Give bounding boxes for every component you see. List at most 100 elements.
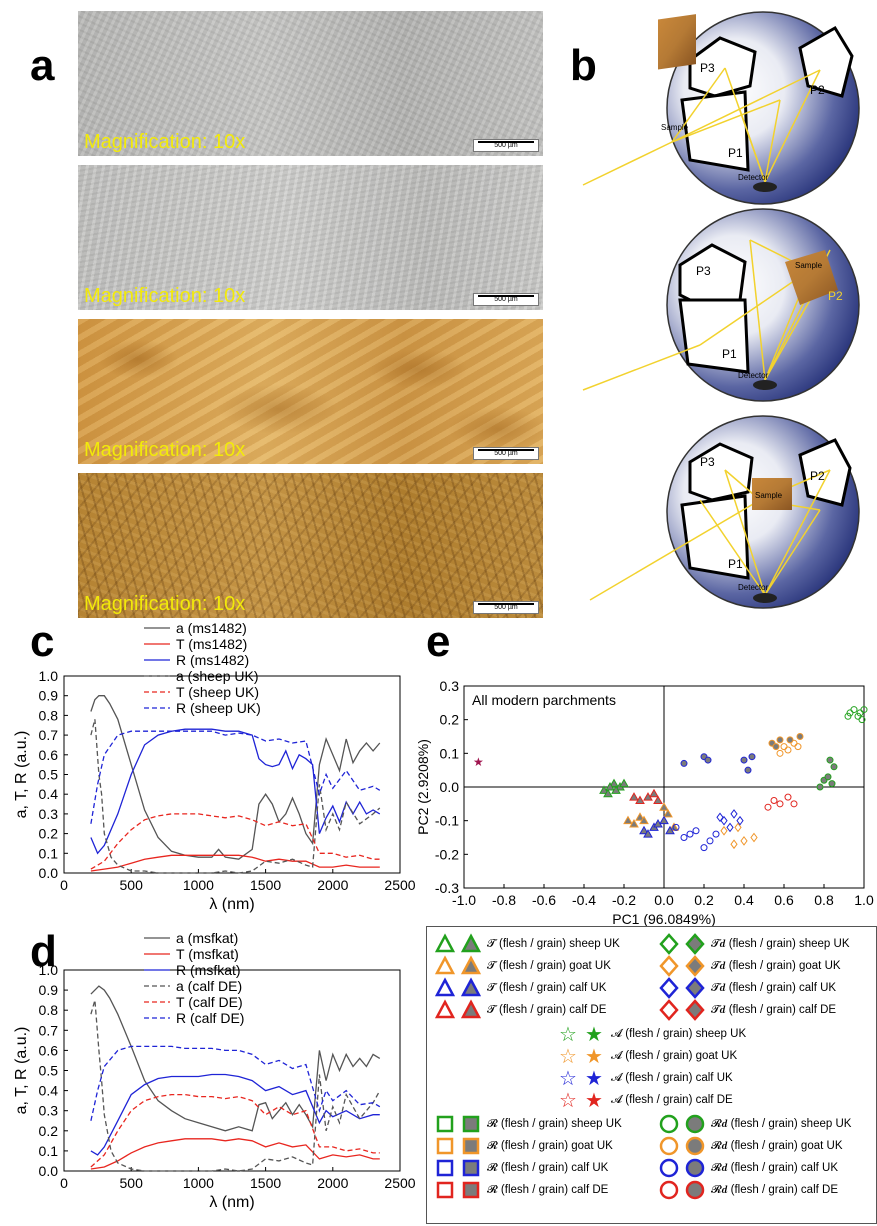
legend-label: 𝓡𝒅 (flesh / grain) sheep UK: [711, 1117, 852, 1130]
svg-text:★: ★: [585, 1024, 603, 1046]
x-tick-label: 2500: [384, 877, 415, 893]
legend-item: ☆ ★ 𝓐 (flesh / grain) calf UK: [559, 1067, 733, 1090]
x-tick-label: 1000: [183, 877, 214, 893]
scatter-point: [740, 756, 748, 764]
square-filled-icon: [461, 1158, 481, 1178]
sample-patch: [785, 250, 838, 305]
legend-label: R (calf DE): [176, 1010, 244, 1026]
legend-label: R (sheep UK): [176, 700, 261, 716]
scatter-point: [659, 802, 669, 811]
scatter-point: [764, 803, 772, 811]
scatter-point: [605, 781, 615, 791]
label-p2: P2: [828, 289, 843, 303]
legend-item: ☆ ★ 𝓐 (flesh / grain) sheep UK: [559, 1023, 747, 1046]
scatter-point: [858, 716, 866, 724]
legend-item: 𝓡𝒅 (flesh / grain) sheep UK: [659, 1113, 851, 1135]
scatter-point: [776, 749, 784, 757]
scatter-point: [700, 844, 708, 852]
scatter-point: [629, 792, 639, 801]
port-p3: [688, 442, 754, 502]
y-tick-label: 0.2: [39, 1123, 59, 1139]
svg-text:☆: ☆: [559, 1024, 577, 1046]
legend-label: 𝓣𝒅 (flesh / grain) sheep UK: [711, 937, 850, 950]
label-sample: Sample: [795, 261, 823, 270]
diamond-filled-icon: [685, 977, 705, 999]
tri-outline-icon: [434, 933, 456, 954]
scatter-point: [784, 793, 792, 801]
y-axis-label: a, T, R (a.u.): [13, 1027, 30, 1115]
y-tick-label: 0.7: [39, 1022, 59, 1038]
panel-label-b: b: [570, 41, 597, 90]
magnification-caption: Magnification: 10x: [84, 593, 246, 615]
series-line: [90, 1045, 381, 1121]
legend-label: a (sheep UK): [176, 668, 258, 684]
diamond-filled-icon: [685, 999, 705, 1021]
x-axis-label: PC1 (96.0849%): [612, 911, 716, 927]
svg-text:☆: ☆: [559, 1046, 577, 1068]
series-line: [90, 985, 381, 1132]
pca-scatter-e: -0.3 -0.2 -0.1 0.0 0.1 0.2 0.3 -1.0 -0.8 -0.6 -0.4…: [415, 678, 874, 927]
legend-item: 𝓣𝒅 (flesh / grain) calf DE: [659, 999, 836, 1021]
y-tick-label: 1.0: [39, 668, 59, 684]
sample-patch: [658, 14, 696, 70]
square-filled-icon: [461, 1114, 481, 1134]
tri-filled-icon: [460, 977, 482, 998]
scatter-point: [663, 808, 673, 818]
y-tick-label: 0.6: [39, 1042, 59, 1058]
circle-filled-icon: [685, 1158, 705, 1178]
sphere-diagram-2: P3 P2 P1 Sample Detector: [582, 208, 860, 402]
diamond-outline-icon: [659, 955, 679, 977]
scatter-point: [736, 815, 744, 826]
legend-item: 𝓡𝒅 (flesh / grain) calf DE: [659, 1179, 838, 1201]
y-tick-label: 0.5: [39, 767, 59, 783]
scatter-point: [780, 743, 788, 751]
x-tick-label: 500: [120, 877, 144, 893]
series-line: [90, 1000, 381, 1172]
legend-item: ☆ ★ 𝓐 (flesh / grain) goat UK: [559, 1045, 737, 1068]
scatter-point: [609, 778, 619, 788]
legend-item: 𝓡 (flesh / grain) calf UK: [435, 1157, 608, 1179]
star-outline-icon: ☆: [559, 1068, 579, 1090]
series-line: [90, 1093, 380, 1168]
scatter-point: [828, 780, 836, 788]
legend-item: 𝓣𝒅 (flesh / grain) calf UK: [659, 977, 836, 999]
y-tick-label: 0.9: [39, 982, 59, 998]
sphere-diagram-3: P3 P2 P1 Sample Detector: [589, 415, 860, 609]
y-axis-label: a, T, R (a.u.): [13, 731, 30, 819]
x-tick-label: 2000: [317, 1175, 348, 1191]
legend-item: 𝓡 (flesh / grain) sheep UK: [435, 1113, 622, 1135]
scatter-point: [680, 759, 688, 767]
circle-outline-icon: [659, 1114, 679, 1134]
legend-label: 𝓐 (flesh / grain) calf DE: [611, 1093, 733, 1106]
series-line: [90, 813, 380, 870]
scatter-point: [653, 795, 663, 804]
scatter-point: [639, 825, 649, 835]
legend-label: 𝓐 (flesh / grain) sheep UK: [611, 1027, 747, 1040]
panel-label-e: e: [426, 617, 451, 666]
legend-label: T (calf DE): [176, 994, 243, 1010]
x-axis-label: λ (nm): [209, 896, 254, 913]
tri-filled-icon: [460, 933, 482, 954]
svg-text:☆: ☆: [559, 1090, 577, 1112]
series-line: [90, 695, 381, 860]
legend-label: 𝓡 (flesh / grain) goat UK: [487, 1139, 613, 1152]
square-outline-icon: [435, 1158, 455, 1178]
label-p3: P3: [700, 455, 715, 469]
x-tick-label: -0.6: [532, 892, 556, 908]
x-tick-label: 2500: [384, 1175, 415, 1191]
scatter-point: [740, 836, 748, 846]
legend-label: 𝓡 (flesh / grain) sheep UK: [487, 1117, 622, 1130]
label-p2: P2: [810, 83, 825, 97]
star-outline-icon: ☆: [559, 1046, 579, 1068]
legend-label: a (calf DE): [176, 978, 242, 994]
scatter-point: [860, 706, 868, 714]
y-tick-label: 0.2: [440, 712, 460, 728]
scatter-point: [826, 756, 834, 764]
panel-label-d: d: [30, 927, 57, 976]
legend-label: T (ms1482): [176, 636, 247, 652]
scatter-point: [730, 839, 738, 850]
y-tick-label: 0.1: [39, 845, 59, 861]
y-tick-label: 0.8: [39, 1002, 59, 1018]
scatter-point: [772, 743, 780, 751]
